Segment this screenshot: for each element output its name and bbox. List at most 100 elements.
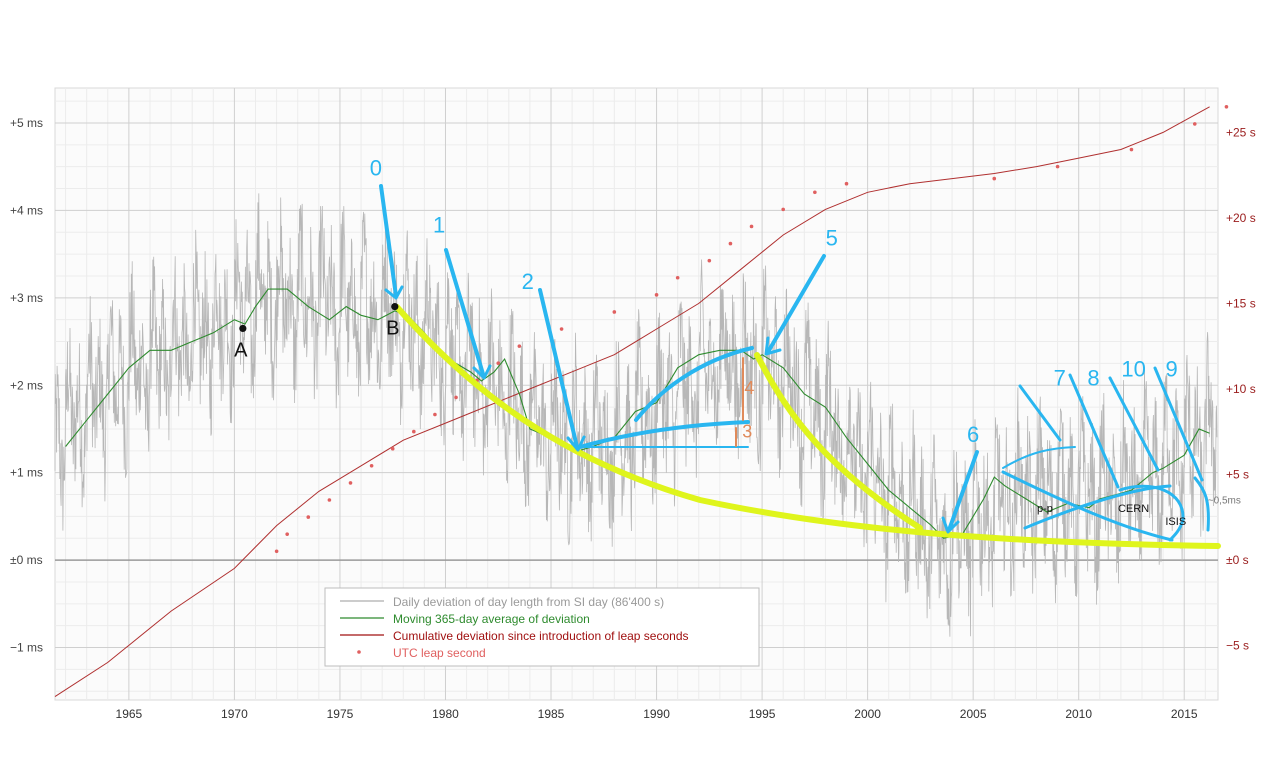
leap-second-dot bbox=[707, 258, 712, 263]
yellow-decay-curve-main bbox=[394, 304, 1221, 549]
leap-second-dot bbox=[517, 344, 522, 348]
leap-second-dot bbox=[654, 293, 659, 297]
arrow-5-head bbox=[764, 336, 782, 356]
x-tick-label: 1995 bbox=[749, 707, 776, 721]
left-y-tick-label: +4 ms bbox=[10, 203, 43, 217]
right-y-tick-label: +15 s bbox=[1226, 296, 1256, 310]
daily-deviation-line bbox=[54, 193, 1218, 637]
rise-arc-4 bbox=[634, 346, 754, 422]
legend-entry-label: UTC leap second bbox=[393, 646, 486, 660]
right-y-tick-label: ±0 s bbox=[1226, 553, 1249, 567]
leap-second-dot bbox=[1055, 164, 1060, 169]
arrow-5-shaft bbox=[766, 254, 826, 354]
point-b-marker bbox=[391, 302, 399, 311]
leap-second-dot bbox=[454, 395, 458, 400]
cross-line-a bbox=[1001, 470, 1174, 542]
arrow-1-head bbox=[472, 364, 492, 380]
leap-second-dot bbox=[675, 275, 680, 280]
x-tick-label: 1985 bbox=[538, 707, 565, 721]
leap-second-dot bbox=[728, 241, 733, 246]
x-tick-label: 1975 bbox=[327, 707, 354, 721]
left-y-tick-label: +3 ms bbox=[10, 291, 43, 305]
annotation-number-2: 2 bbox=[522, 269, 534, 294]
arrow-2-shaft bbox=[538, 288, 579, 449]
arrow-2-head bbox=[566, 435, 586, 452]
leap-second-dot bbox=[369, 463, 374, 468]
annotation-number-10: 10 bbox=[1121, 357, 1145, 382]
annotation-number-8: 8 bbox=[1087, 365, 1099, 390]
point-b-label: B bbox=[386, 318, 399, 340]
annotation-number-1: 1 bbox=[433, 212, 445, 237]
right-y-tick-label: +20 s bbox=[1226, 211, 1256, 225]
right-y-tick-label: +25 s bbox=[1226, 125, 1256, 139]
daily-deviation-series bbox=[54, 193, 1218, 637]
right-y-tick-label: +5 s bbox=[1226, 467, 1249, 481]
arrow-0-shaft bbox=[379, 184, 398, 298]
legend-entry-label: Moving 365-day average of deviation bbox=[393, 612, 590, 626]
annotation-number-6: 6 bbox=[967, 422, 979, 447]
arrow-7-shaft bbox=[1018, 384, 1062, 442]
left-y-tick-label: ±0 ms bbox=[10, 553, 43, 567]
leap-second-dot bbox=[285, 532, 289, 536]
leap-second-dot bbox=[390, 446, 395, 451]
leap-second-dot bbox=[433, 412, 437, 417]
legend-entry-label: Daily deviation of day length from SI da… bbox=[393, 595, 664, 609]
x-tick-label: 1965 bbox=[116, 707, 143, 721]
x-tick-label: 2015 bbox=[1171, 707, 1198, 721]
arrow-6-head bbox=[941, 516, 960, 534]
x-tick-label: 2000 bbox=[854, 707, 881, 721]
minor-gridlines bbox=[55, 88, 1218, 700]
leap-second-dot bbox=[327, 498, 332, 502]
leap-second-dot bbox=[1192, 122, 1197, 126]
bracket-7 bbox=[1002, 446, 1076, 469]
rise-arc-3 bbox=[578, 420, 750, 449]
right-y-tick-label: −5 s bbox=[1226, 638, 1249, 652]
left-y-tick-label: +1 ms bbox=[10, 466, 43, 480]
leap-second-dot bbox=[274, 549, 279, 554]
x-tick-label: 2010 bbox=[1065, 707, 1092, 721]
leap-second-dot bbox=[559, 327, 564, 331]
legend: Daily deviation of day length from SI da… bbox=[324, 587, 760, 667]
arrow-0-head bbox=[384, 285, 404, 300]
x-tick-label: 1980 bbox=[432, 707, 459, 721]
left-y-tick-label: +5 ms bbox=[10, 116, 43, 130]
cern-loop bbox=[1118, 484, 1185, 542]
annotation-number-9: 9 bbox=[1165, 357, 1177, 382]
leap-second-dot bbox=[1129, 147, 1134, 152]
yellow-decay-curve-secondary bbox=[754, 352, 923, 531]
leap-second-dot bbox=[749, 224, 754, 229]
leap-second-dot bbox=[1224, 105, 1229, 109]
legend-entry-label: Cumulative deviation since introduction … bbox=[393, 629, 689, 643]
leap-second-markers bbox=[274, 105, 1229, 554]
leap-second-dot bbox=[612, 310, 617, 314]
annotation-note-isis: ISIS bbox=[1165, 516, 1186, 528]
leap-second-dot bbox=[813, 190, 817, 195]
isis-loop bbox=[1193, 476, 1210, 532]
point-a-label: A bbox=[234, 339, 248, 361]
annotation-number-5: 5 bbox=[826, 225, 838, 250]
legend-swatch-dot bbox=[357, 650, 361, 654]
annotation-number-0: 0 bbox=[370, 155, 382, 180]
axis-tick-labels: 1965 1970 1975 1980 1985 1990 1995 2000 2005 2010… bbox=[10, 116, 1256, 721]
right-y-tick-label: +10 s bbox=[1226, 382, 1256, 396]
legend-box bbox=[324, 587, 760, 667]
leap-second-dot bbox=[844, 181, 849, 186]
x-tick-label: 2005 bbox=[960, 707, 987, 721]
arrow-1-shaft bbox=[444, 248, 485, 376]
leap-second-dot bbox=[412, 429, 416, 434]
leap-second-dot bbox=[306, 515, 311, 519]
leap-second-dot bbox=[992, 176, 997, 181]
annotation-note-cern: CERN bbox=[1118, 503, 1149, 515]
annotation-number-7: 7 bbox=[1054, 365, 1066, 390]
annotation-note--0-5ms: ~0,5ms bbox=[1208, 495, 1241, 506]
leap-second-dot bbox=[348, 481, 353, 485]
left-y-tick-label: +2 ms bbox=[10, 378, 43, 392]
arrow-9-shaft bbox=[1153, 366, 1204, 482]
annotation-note-p-p: p-p bbox=[1037, 503, 1053, 515]
arrow-10-shaft bbox=[1108, 376, 1160, 472]
annotation-layer: A B 0 1 2 5 6 7 8 10 9 4 3 p-p CERN ISIS ~0,5ms bbox=[234, 155, 1241, 549]
annotation-label-4: 4 bbox=[744, 378, 754, 398]
cumulative-deviation-series bbox=[54, 106, 1210, 698]
x-tick-label: 1970 bbox=[221, 707, 248, 721]
cumulative-deviation-line bbox=[54, 106, 1210, 698]
